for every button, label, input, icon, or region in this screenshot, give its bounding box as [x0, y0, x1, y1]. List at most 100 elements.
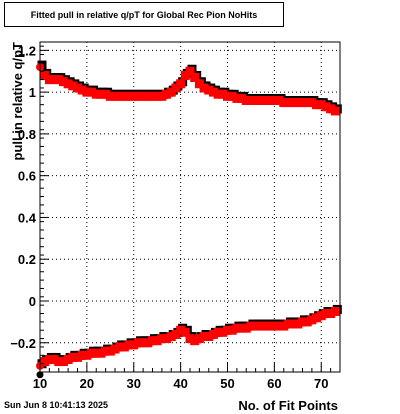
data-point	[49, 354, 59, 364]
data-point	[279, 321, 289, 331]
data-point	[269, 321, 279, 331]
data-point	[166, 87, 176, 97]
data-point	[227, 91, 237, 101]
data-point	[176, 325, 186, 335]
data-point	[302, 98, 312, 108]
data-point	[87, 87, 97, 97]
data-point	[73, 352, 82, 362]
chart-title: Fitted pull in relative q/pT for Global …	[4, 2, 284, 27]
data-point	[162, 89, 172, 99]
data-point	[58, 357, 68, 367]
data-point	[307, 315, 317, 325]
y-tick-label: 0.6	[18, 169, 36, 184]
data-point	[251, 95, 261, 105]
data-point	[246, 95, 256, 105]
data-point	[44, 354, 54, 364]
data-point	[49, 75, 59, 85]
data-point	[105, 91, 115, 101]
data-point	[124, 91, 134, 101]
data-point	[316, 100, 326, 110]
data-point	[312, 100, 322, 110]
y-tick-label: 1	[29, 85, 36, 100]
data-point	[279, 98, 289, 108]
data-point	[138, 91, 148, 101]
data-point	[119, 91, 129, 101]
data-point	[293, 98, 303, 108]
data-point	[208, 87, 218, 97]
data-point	[133, 91, 143, 101]
data-point	[265, 321, 275, 331]
data-point	[40, 357, 50, 367]
data-point	[208, 329, 218, 339]
data-point	[283, 98, 293, 108]
data-point	[162, 334, 172, 344]
data-point	[82, 350, 92, 360]
data-point	[218, 327, 228, 337]
x-tick-label: 20	[80, 376, 94, 391]
data-point	[241, 323, 251, 333]
data-point	[283, 319, 293, 329]
data-point	[223, 91, 232, 101]
data-point	[246, 321, 256, 331]
data-point	[44, 75, 54, 85]
data-point	[218, 89, 228, 99]
data-point	[293, 319, 303, 329]
data-point	[237, 93, 247, 103]
axis-ticks	[39, 45, 341, 373]
data-point	[232, 93, 242, 103]
data-point	[58, 77, 68, 87]
y-tick-label: 0.4	[18, 210, 37, 225]
data-point	[180, 327, 190, 337]
data-point	[260, 321, 270, 331]
data-point	[152, 91, 162, 101]
x-axis-label: No. of Fit Points	[238, 398, 338, 413]
data-point	[321, 309, 331, 319]
data-markers	[36, 63, 340, 370]
x-tick-label: 10	[33, 376, 47, 391]
data-point	[82, 87, 92, 97]
data-point	[105, 346, 115, 356]
data-point	[63, 79, 73, 89]
data-point	[40, 70, 50, 80]
data-point	[148, 91, 157, 101]
data-point	[269, 95, 279, 105]
data-point	[91, 89, 101, 99]
data-point	[87, 348, 97, 358]
x-tick-label: 30	[127, 376, 141, 391]
data-point	[133, 338, 143, 348]
data-point	[251, 321, 261, 331]
y-tick-label: −0.2	[10, 336, 36, 351]
data-point	[101, 346, 111, 356]
data-point	[199, 331, 209, 341]
data-point	[255, 95, 265, 105]
tick-labels: 10 20 30 40 50 60 70 −0.2 0 0.2 0.4 0.6 0.8 1 1.2	[10, 43, 328, 391]
data-point	[260, 95, 270, 105]
data-point	[138, 338, 148, 348]
timestamp: Sun Jun 8 10:41:13 2025	[4, 400, 109, 410]
data-point	[274, 95, 284, 105]
data-point	[326, 104, 336, 114]
data-point	[185, 66, 195, 76]
data-point	[213, 89, 223, 99]
data-point	[204, 85, 214, 95]
data-point	[143, 91, 153, 101]
data-point	[288, 98, 298, 108]
y-tick-label: 0	[29, 294, 36, 309]
data-point	[298, 98, 307, 108]
data-point	[129, 91, 139, 101]
data-point	[73, 83, 82, 93]
y-tick-label: 0.2	[18, 252, 36, 267]
data-point	[255, 321, 265, 331]
data-point	[77, 350, 87, 360]
data-point	[232, 323, 242, 333]
data-point	[129, 340, 139, 350]
data-point	[223, 325, 232, 335]
data-point	[148, 336, 157, 346]
y-axis-label: pull in relative q/pT	[10, 42, 25, 161]
data-point	[302, 317, 312, 327]
data-point	[274, 321, 284, 331]
data-point	[115, 91, 125, 101]
data-point	[185, 334, 195, 344]
data-point	[241, 95, 251, 105]
